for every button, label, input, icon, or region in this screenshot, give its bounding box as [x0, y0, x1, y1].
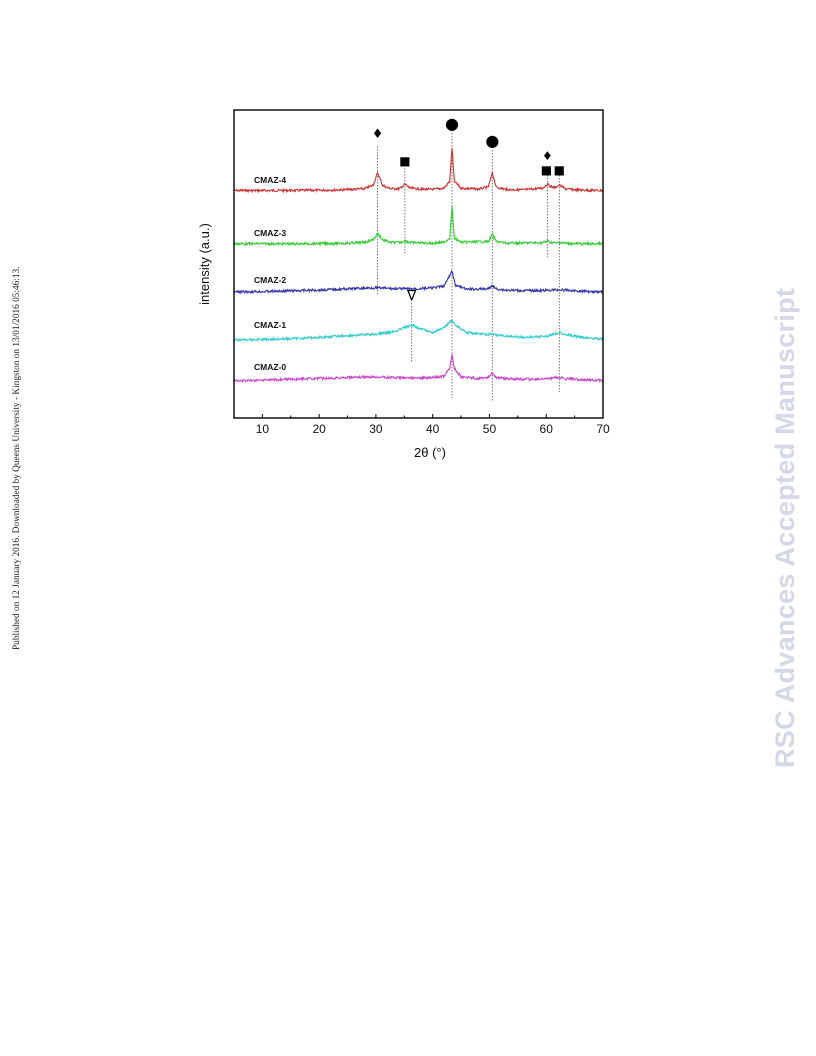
- plot-frame: [233, 109, 604, 419]
- series-line-cmaz-3: [233, 205, 604, 247]
- x-axis-ticks: 10 20 30 40 50 60 70: [233, 414, 610, 436]
- phase-marker-diamond: ♦: [542, 149, 553, 163]
- phase-marker-square: ■: [399, 154, 410, 168]
- phase-marker-circle: ●: [445, 114, 459, 133]
- series-label-cmaz-3: CMAZ-3: [254, 228, 286, 238]
- x-tick-label: 60: [540, 422, 554, 436]
- phase-marker-circle: ●: [485, 131, 499, 150]
- x-tick-label: 50: [483, 422, 497, 436]
- phase-marker-square: ■: [541, 163, 552, 177]
- x-tick-label: 30: [369, 422, 383, 436]
- phase-marker-square: ■: [554, 163, 565, 177]
- series-label-cmaz-0: CMAZ-0: [254, 362, 286, 372]
- series-labels: CMAZ-4 CMAZ-3 CMAZ-2 CMAZ-1 CMAZ-0: [254, 175, 286, 372]
- y-axis-title: intensity (a.u.): [197, 223, 212, 305]
- x-tick-label: 20: [312, 422, 326, 436]
- x-tick-label: 40: [426, 422, 440, 436]
- series-label-cmaz-1: CMAZ-1: [254, 320, 286, 330]
- phase-markers: ♦■●●♦■ ■∇: [372, 114, 565, 304]
- phase-marker-diamond: ♦: [372, 127, 384, 142]
- x-tick-label: 10: [256, 422, 270, 436]
- x-axis-title: 2θ (°): [414, 445, 446, 460]
- x-tick-label: 70: [596, 422, 610, 436]
- series-label-cmaz-4: CMAZ-4: [254, 175, 286, 185]
- series-line-cmaz-4: [233, 147, 604, 194]
- reference-lines: [377, 130, 560, 402]
- series-line-cmaz-1: [233, 319, 604, 343]
- series-label-cmaz-2: CMAZ-2: [254, 275, 286, 285]
- series-line-cmaz-2: [233, 269, 604, 295]
- series-line-cmaz-0: [233, 353, 604, 384]
- series-lines: [233, 147, 604, 384]
- phase-marker-triangle: ∇: [406, 288, 417, 304]
